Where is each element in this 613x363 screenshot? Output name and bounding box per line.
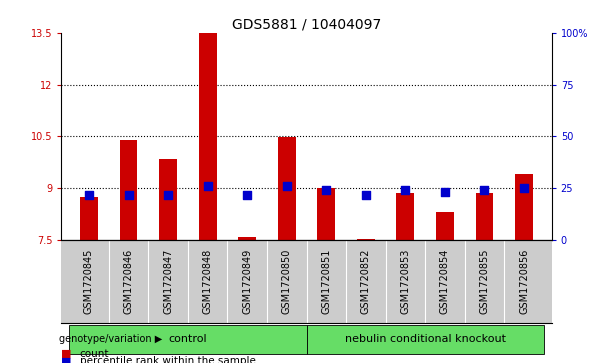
Text: GSM1720849: GSM1720849	[242, 249, 252, 314]
Point	[519, 185, 529, 191]
Text: nebulin conditional knockout: nebulin conditional knockout	[345, 334, 506, 344]
Bar	[238, 237, 256, 240]
Title: GDS5881 / 10404097: GDS5881 / 10404097	[232, 17, 381, 32]
Bar	[159, 159, 177, 240]
Point	[163, 192, 173, 197]
Point	[361, 192, 371, 197]
Bar	[515, 175, 533, 240]
Text: GSM1720855: GSM1720855	[479, 249, 489, 314]
Text: GSM1720845: GSM1720845	[84, 249, 94, 314]
Text: GSM1720853: GSM1720853	[400, 249, 410, 314]
Bar	[199, 33, 216, 240]
Text: GSM1720848: GSM1720848	[203, 249, 213, 314]
Text: ■: ■	[61, 356, 72, 363]
Text: ■: ■	[61, 349, 72, 359]
Text: GSM1720850: GSM1720850	[282, 249, 292, 314]
Text: control: control	[169, 334, 207, 344]
Point	[242, 192, 252, 197]
Bar	[476, 193, 493, 240]
Point	[84, 192, 94, 197]
Text: count: count	[80, 349, 109, 359]
Bar	[120, 140, 137, 240]
Text: GSM1720846: GSM1720846	[124, 249, 134, 314]
Text: percentile rank within the sample: percentile rank within the sample	[80, 356, 256, 363]
Bar	[80, 197, 98, 240]
Point	[440, 189, 450, 195]
Point	[203, 183, 213, 189]
Text: GSM1720847: GSM1720847	[163, 249, 173, 314]
Bar	[318, 188, 335, 240]
Bar	[306, 325, 544, 354]
Text: GSM1720854: GSM1720854	[440, 249, 450, 314]
Text: GSM1720856: GSM1720856	[519, 249, 529, 314]
Point	[282, 183, 292, 189]
Bar	[278, 137, 295, 240]
Bar	[397, 193, 414, 240]
Bar	[436, 212, 454, 240]
Text: GSM1720852: GSM1720852	[361, 249, 371, 314]
Point	[124, 192, 134, 197]
Point	[321, 187, 331, 193]
Point	[479, 187, 489, 193]
Text: genotype/variation ▶: genotype/variation ▶	[59, 334, 162, 344]
Text: GSM1720851: GSM1720851	[321, 249, 331, 314]
Bar	[69, 325, 306, 354]
Point	[400, 187, 410, 193]
